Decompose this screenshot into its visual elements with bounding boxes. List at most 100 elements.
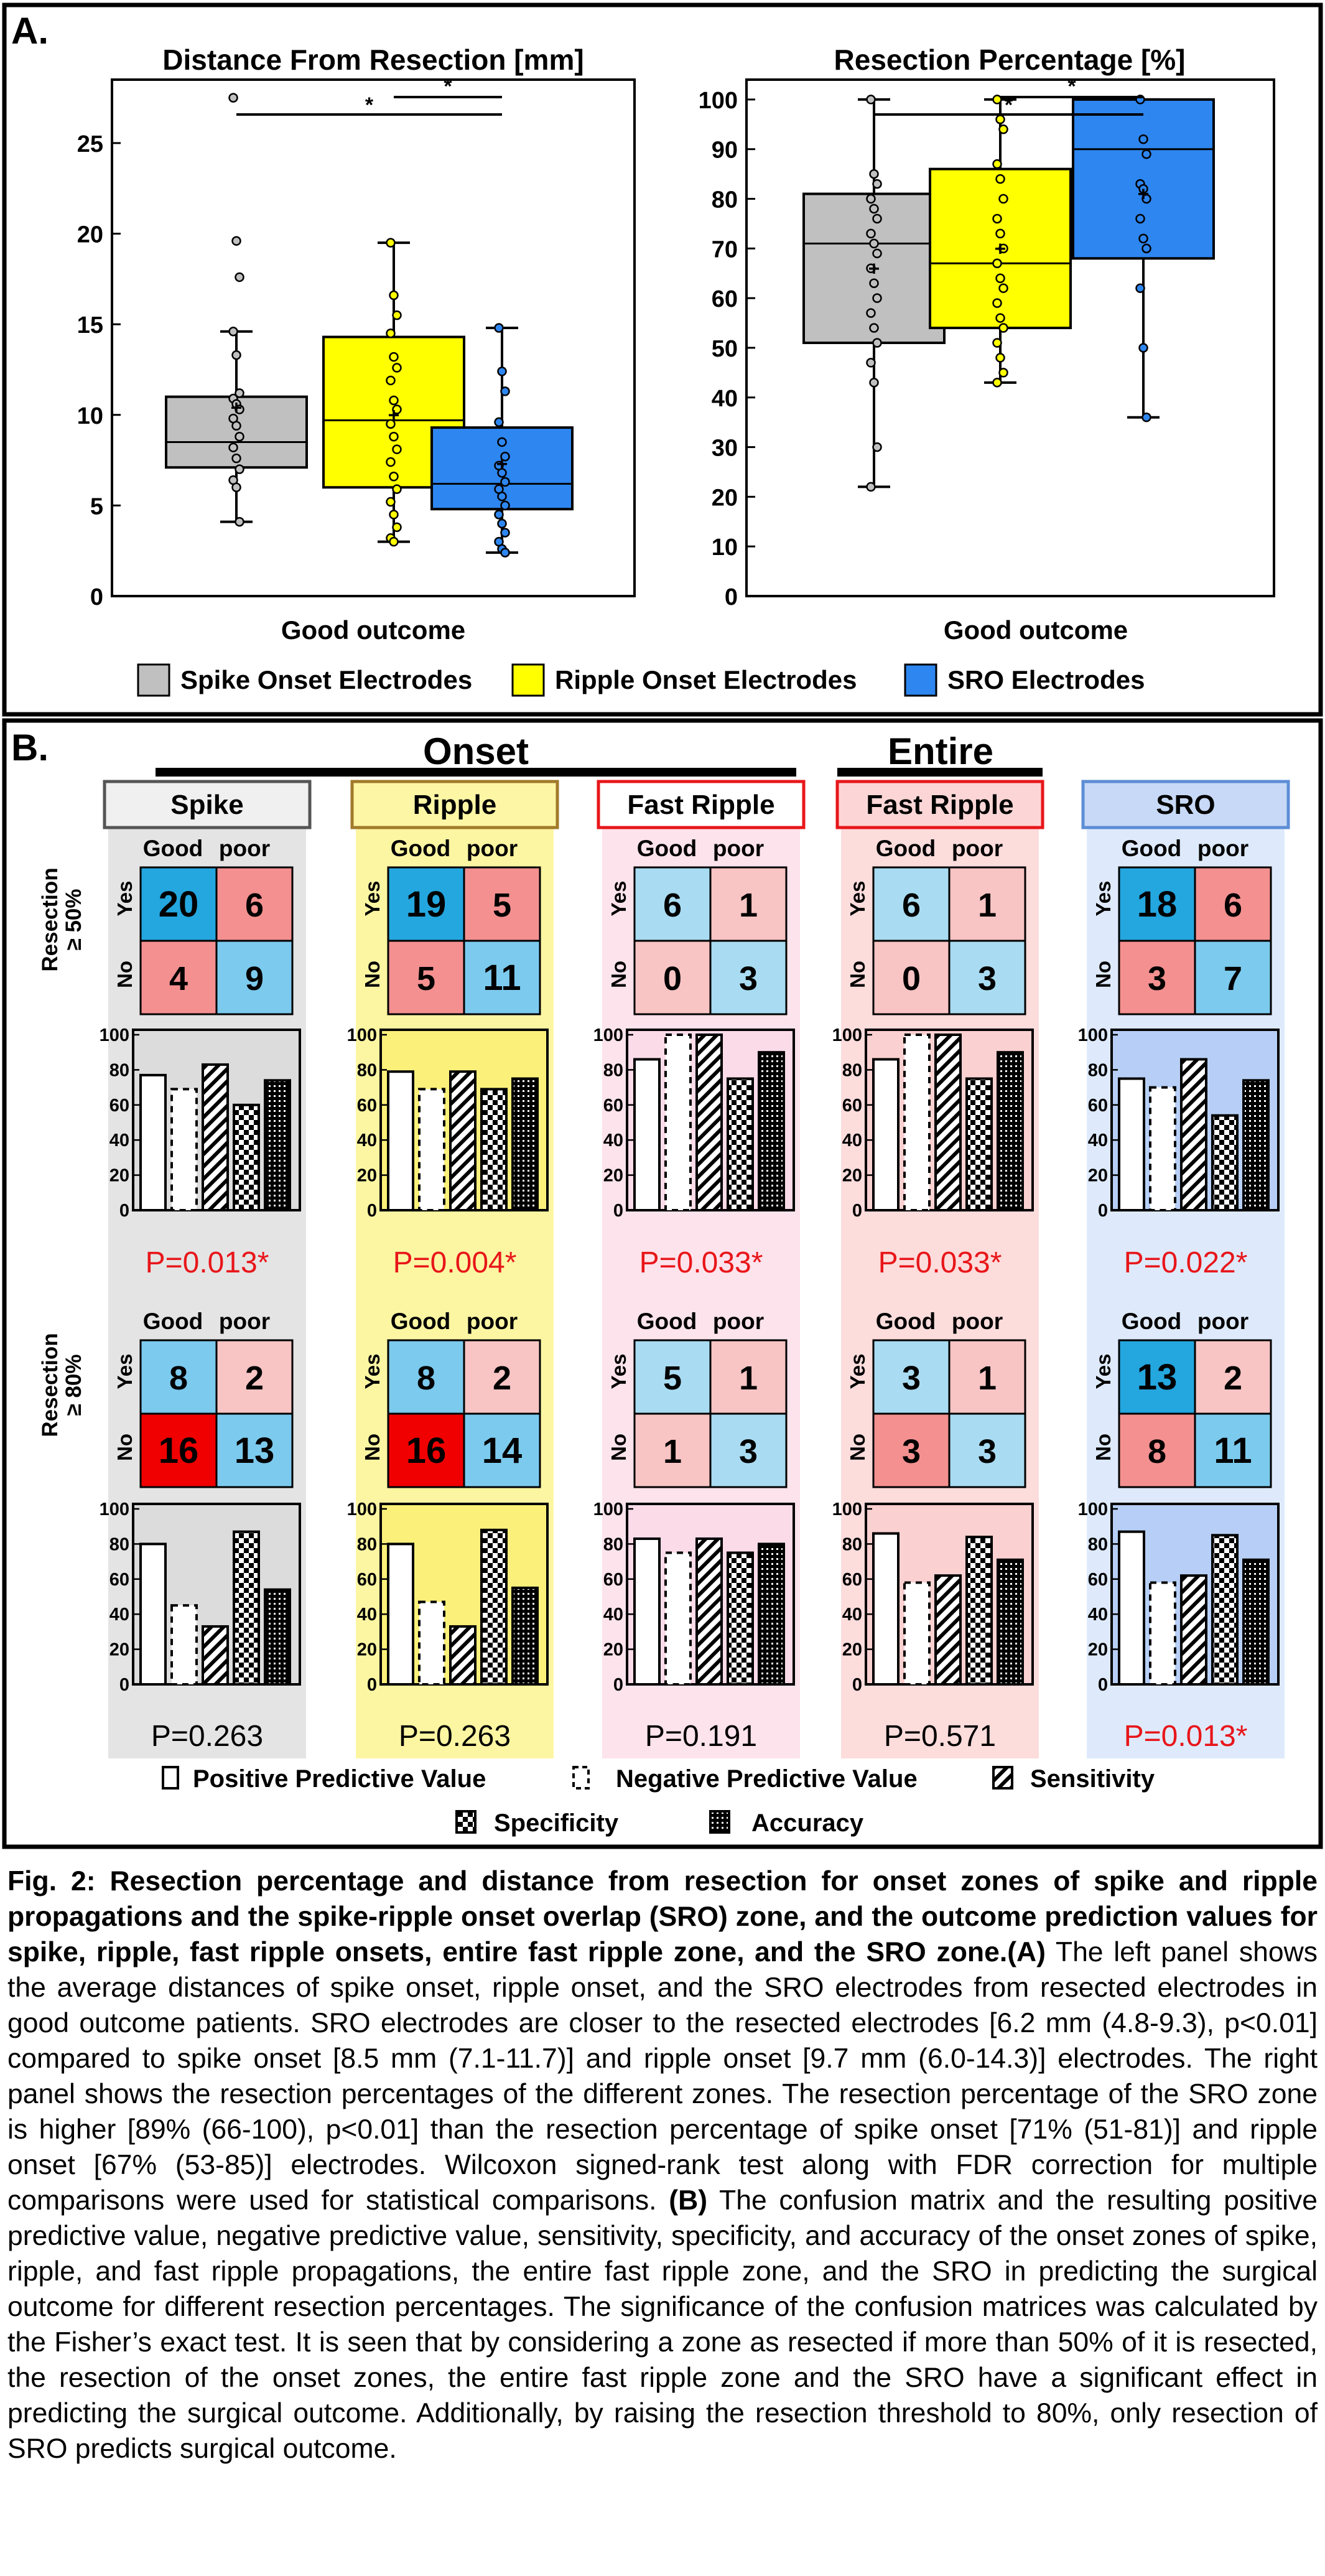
distance-data-point [494, 323, 504, 333]
column-title-box [835, 780, 1044, 829]
r80-good-header: Good [876, 1309, 936, 1334]
r80-cell-value: 13 [235, 1430, 275, 1471]
distance-data-point [386, 457, 396, 467]
r50-tick-label: 100 [347, 1025, 377, 1045]
legend-sensitivity-label: Sensitivity [1030, 1765, 1155, 1793]
legend-ripple-swatch [511, 663, 545, 697]
caption-b-label: (B) [669, 2185, 708, 2216]
distance-data-point [235, 272, 244, 282]
legend-accuracy-label: Accuracy [751, 1809, 864, 1837]
r50-cell-value: 6 [663, 887, 682, 924]
r50-bar-sensitivity [695, 1034, 723, 1211]
resection-data-point [992, 159, 1002, 169]
r50-tick-label: 80 [357, 1060, 377, 1080]
r80-tick-label: 80 [603, 1534, 623, 1554]
distance-y-ticks: 0 5 10 15 20 25 [77, 131, 121, 610]
r80-cell [1194, 1412, 1272, 1488]
resection-data-point [992, 298, 1002, 308]
r80-tick-label: 80 [842, 1534, 862, 1554]
resection-data-point [866, 228, 876, 239]
r50-yes-label: Yes [1092, 881, 1115, 917]
r80-tick-label: 60 [842, 1570, 862, 1590]
r80-bar-sensitivity [934, 1574, 962, 1686]
r80-no-label: No [1092, 1434, 1115, 1461]
r80-tick-label: 20 [1088, 1640, 1108, 1660]
resection-data-point [869, 169, 879, 179]
distance-data-point [228, 93, 238, 103]
distance-data-point [389, 510, 399, 520]
resection-data-point [872, 293, 882, 303]
resection-box-2 [1072, 98, 1215, 260]
r50-bar-negative-predictive-value [418, 1088, 445, 1212]
column-title: Ripple [413, 790, 496, 820]
r50-tick-label: 60 [603, 1096, 623, 1116]
resection-data-point [866, 95, 876, 105]
panel-b-legend: Positive Predictive Value Negative Predi… [162, 1765, 1155, 1837]
distance-data-point [500, 386, 510, 396]
r80-good-header: Good [637, 1309, 697, 1334]
r50-cell-value: 4 [169, 960, 188, 997]
r50-tick-label: 40 [842, 1131, 862, 1150]
r80-tick-label: 20 [357, 1640, 377, 1660]
r50-cell-value: 0 [663, 960, 682, 997]
r80-no-label: No [846, 1434, 869, 1461]
r80-bar-negative-predictive-value [664, 1551, 692, 1686]
row-80-label-line1: Resection [38, 1333, 62, 1437]
r50-tick-label: 60 [109, 1096, 129, 1116]
distance-data-point [386, 375, 396, 386]
r80-bar-specificity [1211, 1534, 1239, 1686]
r80-tick-label: 60 [603, 1570, 623, 1590]
r50-bar-sensitivity [449, 1070, 477, 1211]
r50-cell [215, 940, 294, 1015]
r80-good-header: Good [1122, 1309, 1182, 1334]
r80-poor-header: poor [467, 1309, 518, 1334]
r50-bar-specificity [1211, 1114, 1239, 1211]
legend-spike-label: Spike Onset Electrodes [180, 665, 472, 694]
r50-cell [1118, 866, 1196, 942]
resection-tick-label: 10 [712, 534, 738, 561]
r80-tick-label: 100 [347, 1500, 377, 1519]
r50-bar-positive-predictive-value [872, 1058, 900, 1211]
legend-ppv-label: Positive Predictive Value [193, 1765, 486, 1793]
r50-cell-value: 3 [739, 960, 758, 997]
r50-no-label: No [1092, 961, 1115, 988]
r80-bar-specificity [233, 1530, 260, 1686]
r80-yes-label: Yes [846, 1354, 869, 1389]
resection-data-point [869, 203, 879, 214]
r80-cell [1118, 1339, 1196, 1415]
resection-data-point [872, 213, 882, 224]
r50-tick-label: 100 [100, 1025, 129, 1045]
r50-tick-label: 100 [832, 1025, 862, 1045]
legend-specificity-label: Specificity [494, 1809, 619, 1837]
resection-data-point [1138, 134, 1148, 144]
caption-lead: Fig. 2: Resection percentage and distanc… [7, 1866, 1318, 1967]
r80-no-label: No [607, 1434, 630, 1461]
resection-data-point [998, 243, 1008, 254]
distance-data-point [500, 548, 510, 558]
r80-tick-label: 0 [613, 1675, 623, 1695]
r50-tick-label: 20 [842, 1166, 862, 1186]
r50-cell-value: 20 [159, 884, 199, 925]
r80-bar-sensitivity [1180, 1574, 1207, 1686]
r80-cell-value: 3 [902, 1360, 921, 1397]
r80-cell [1118, 1412, 1196, 1488]
column-title: SRO [1156, 790, 1215, 820]
distance-data-point [497, 518, 507, 529]
r50-cell-value: 3 [1148, 960, 1166, 997]
r50-tick-label: 80 [603, 1060, 623, 1080]
resection-data-point [1138, 343, 1148, 353]
r80-tick-label: 100 [832, 1500, 862, 1519]
distance-data-point [392, 444, 402, 454]
r50-bar-accuracy [758, 1051, 785, 1211]
r80-tick-label: 60 [109, 1570, 129, 1590]
resection-data-point [872, 248, 882, 259]
r50-tick-label: 0 [613, 1201, 623, 1221]
resection-data-point [995, 174, 1005, 184]
r50-bar-specificity [480, 1088, 508, 1212]
r50-bar-sensitivity [202, 1063, 229, 1211]
r80-cell [709, 1339, 788, 1415]
r80-tick-label: 60 [357, 1570, 377, 1590]
resection-data-point [998, 323, 1008, 333]
